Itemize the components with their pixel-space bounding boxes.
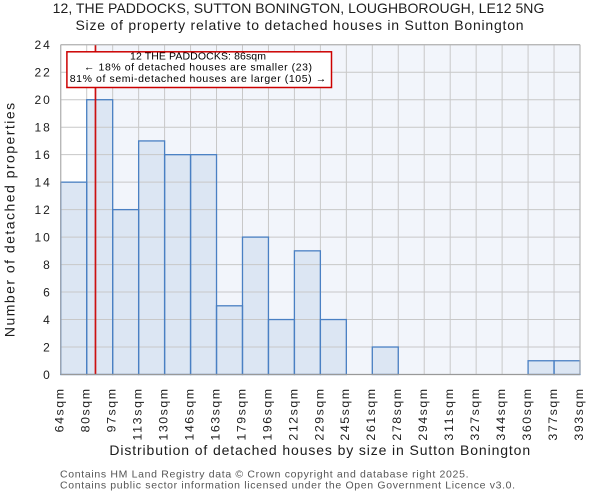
- svg-text:360sqm: 360sqm: [520, 389, 534, 441]
- svg-text:163sqm: 163sqm: [208, 389, 222, 441]
- svg-text:261sqm: 261sqm: [364, 389, 378, 441]
- svg-text:← 18% of detached houses are s: ← 18% of detached houses are smaller (23…: [84, 62, 312, 74]
- svg-text:Contains public sector informa: Contains public sector information licen…: [60, 479, 515, 491]
- svg-text:Contains HM Land Registry data: Contains HM Land Registry data © Crown c…: [60, 468, 469, 480]
- svg-text:Size of property relative to d: Size of property relative to detached ho…: [75, 17, 523, 33]
- svg-text:377sqm: 377sqm: [546, 389, 560, 441]
- svg-text:0: 0: [43, 368, 50, 382]
- svg-text:12: 12: [35, 203, 51, 217]
- svg-text:12 THE PADDOCKS: 86sqm: 12 THE PADDOCKS: 86sqm: [130, 50, 266, 62]
- svg-text:12, THE PADDOCKS, SUTTON BONIN: 12, THE PADDOCKS, SUTTON BONINGTON, LOUG…: [53, 0, 545, 16]
- svg-text:2: 2: [43, 340, 50, 354]
- svg-text:16: 16: [35, 148, 51, 162]
- svg-text:196sqm: 196sqm: [260, 389, 274, 441]
- svg-text:Distribution of detached house: Distribution of detached houses by size …: [109, 442, 530, 458]
- svg-text:4: 4: [43, 313, 50, 327]
- svg-text:14: 14: [35, 175, 51, 189]
- svg-text:294sqm: 294sqm: [416, 389, 430, 441]
- svg-text:24: 24: [35, 38, 51, 52]
- svg-text:113sqm: 113sqm: [131, 389, 145, 441]
- svg-text:10: 10: [35, 230, 51, 244]
- svg-text:146sqm: 146sqm: [182, 389, 196, 441]
- svg-text:179sqm: 179sqm: [234, 389, 248, 441]
- svg-text:245sqm: 245sqm: [338, 389, 352, 441]
- svg-text:344sqm: 344sqm: [494, 389, 508, 441]
- svg-text:212sqm: 212sqm: [286, 389, 300, 441]
- svg-text:6: 6: [43, 285, 50, 299]
- svg-text:80sqm: 80sqm: [79, 389, 93, 433]
- svg-text:8: 8: [43, 258, 50, 272]
- svg-text:Number of detached properties: Number of detached properties: [2, 103, 18, 337]
- svg-text:229sqm: 229sqm: [312, 389, 326, 441]
- svg-text:22: 22: [35, 66, 51, 80]
- svg-text:97sqm: 97sqm: [105, 389, 119, 433]
- svg-text:18: 18: [35, 120, 51, 134]
- svg-text:327sqm: 327sqm: [468, 389, 482, 441]
- svg-text:393sqm: 393sqm: [572, 389, 586, 441]
- svg-text:130sqm: 130sqm: [157, 389, 171, 441]
- svg-text:20: 20: [35, 93, 51, 107]
- svg-text:81% of semi-detached houses ar: 81% of semi-detached houses are larger (…: [70, 73, 327, 85]
- svg-text:64sqm: 64sqm: [53, 389, 67, 433]
- svg-text:311sqm: 311sqm: [442, 389, 456, 441]
- svg-text:278sqm: 278sqm: [390, 389, 404, 441]
